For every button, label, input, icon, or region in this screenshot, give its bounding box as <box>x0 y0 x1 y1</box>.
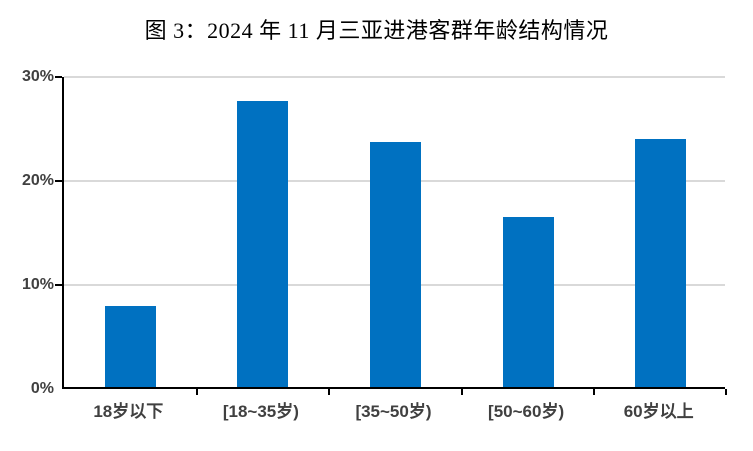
chart-title: 图 3：2024 年 11 月三亚进港客群年龄结构情况 <box>144 18 609 43</box>
bar-18岁以下 <box>104 305 156 387</box>
bar-[18~35岁) <box>237 101 289 387</box>
x-axis-label-18岁以下: 18岁以下 <box>93 402 164 421</box>
y-axis-label-10: 10% <box>21 276 54 293</box>
x-axis-tick-2 <box>328 389 331 395</box>
x-axis-label-[35~50岁): [35~50岁) <box>355 402 432 421</box>
x-axis-label-[18~35岁): [18~35岁) <box>222 402 299 421</box>
y-axis-tick-30 <box>55 76 62 78</box>
bar-[35~50岁) <box>370 141 421 387</box>
y-axis-label-20: 20% <box>21 172 54 189</box>
x-axis-tick-4 <box>593 389 596 395</box>
x-axis-tick-3 <box>460 389 463 395</box>
gridline-30 <box>64 76 725 78</box>
y-axis-label-30: 30% <box>21 68 54 85</box>
y-axis-tick-20 <box>55 180 62 182</box>
x-axis-tick-1 <box>195 389 198 395</box>
y-axis-tick-10 <box>55 284 62 286</box>
plot-area <box>55 76 727 395</box>
x-axis-label-60岁以上: 60岁以上 <box>623 402 694 421</box>
bar-60岁以上 <box>635 139 687 387</box>
bar-[50~60岁) <box>502 217 554 387</box>
x-axis-tick-5 <box>725 389 727 395</box>
x-axis-label-[50~60岁): [50~60岁) <box>488 402 565 421</box>
y-axis-label-0: 0% <box>30 380 54 397</box>
